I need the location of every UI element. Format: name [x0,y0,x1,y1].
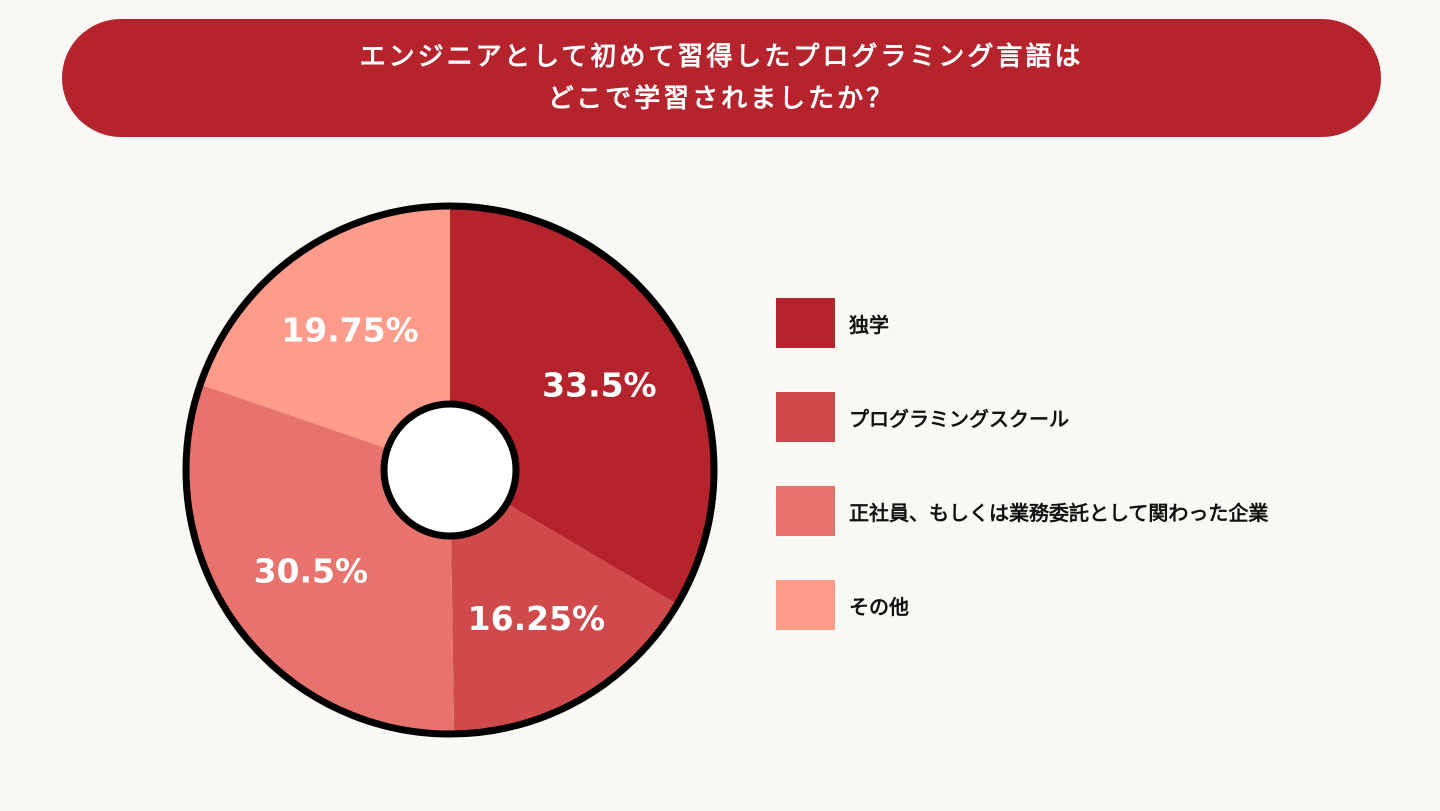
legend-item-other: その他 [776,580,909,630]
legend-label: 独学 [849,312,889,337]
legend-label: 正社員、もしくは業務委託として関わった企業 [849,500,1269,525]
title-line-2: どこで学習されましたか？ [547,84,896,114]
slice-other [200,206,450,470]
legend-item-company: 正社員、もしくは業務委託として関わった企業 [776,486,1268,536]
slice-label-company: 30.5% [254,552,368,591]
legend-item-programming-school: プログラミングスクール [776,392,1069,442]
chart-center-hole [380,400,520,540]
legend-swatch [776,298,835,348]
slice-dokugaku [450,206,715,605]
donut-chart: 33.5% 16.25% 30.5% 19.75% [182,202,718,738]
legend-label: その他 [849,594,909,619]
slice-label-dokugaku: 33.5% [542,365,657,404]
legend-item-dokugaku: 独学 [776,298,889,348]
chart-outer-ring [182,202,718,738]
title-banner: エンジニアとして初めて習得したプログラミング言語は どこで学習されましたか？ [62,19,1381,137]
chart-slice-labels: 33.5% 16.25% 30.5% 19.75% [254,311,657,639]
legend-label: プログラミングスクール [849,406,1069,431]
slice-label-programming-school: 16.25% [468,599,605,638]
legend-swatch [776,486,835,536]
slice-label-other: 19.75% [281,311,418,350]
title-line-1: エンジニアとして初めて習得したプログラミング言語は [359,42,1084,72]
legend-swatch [776,580,835,630]
legend-swatch [776,392,835,442]
